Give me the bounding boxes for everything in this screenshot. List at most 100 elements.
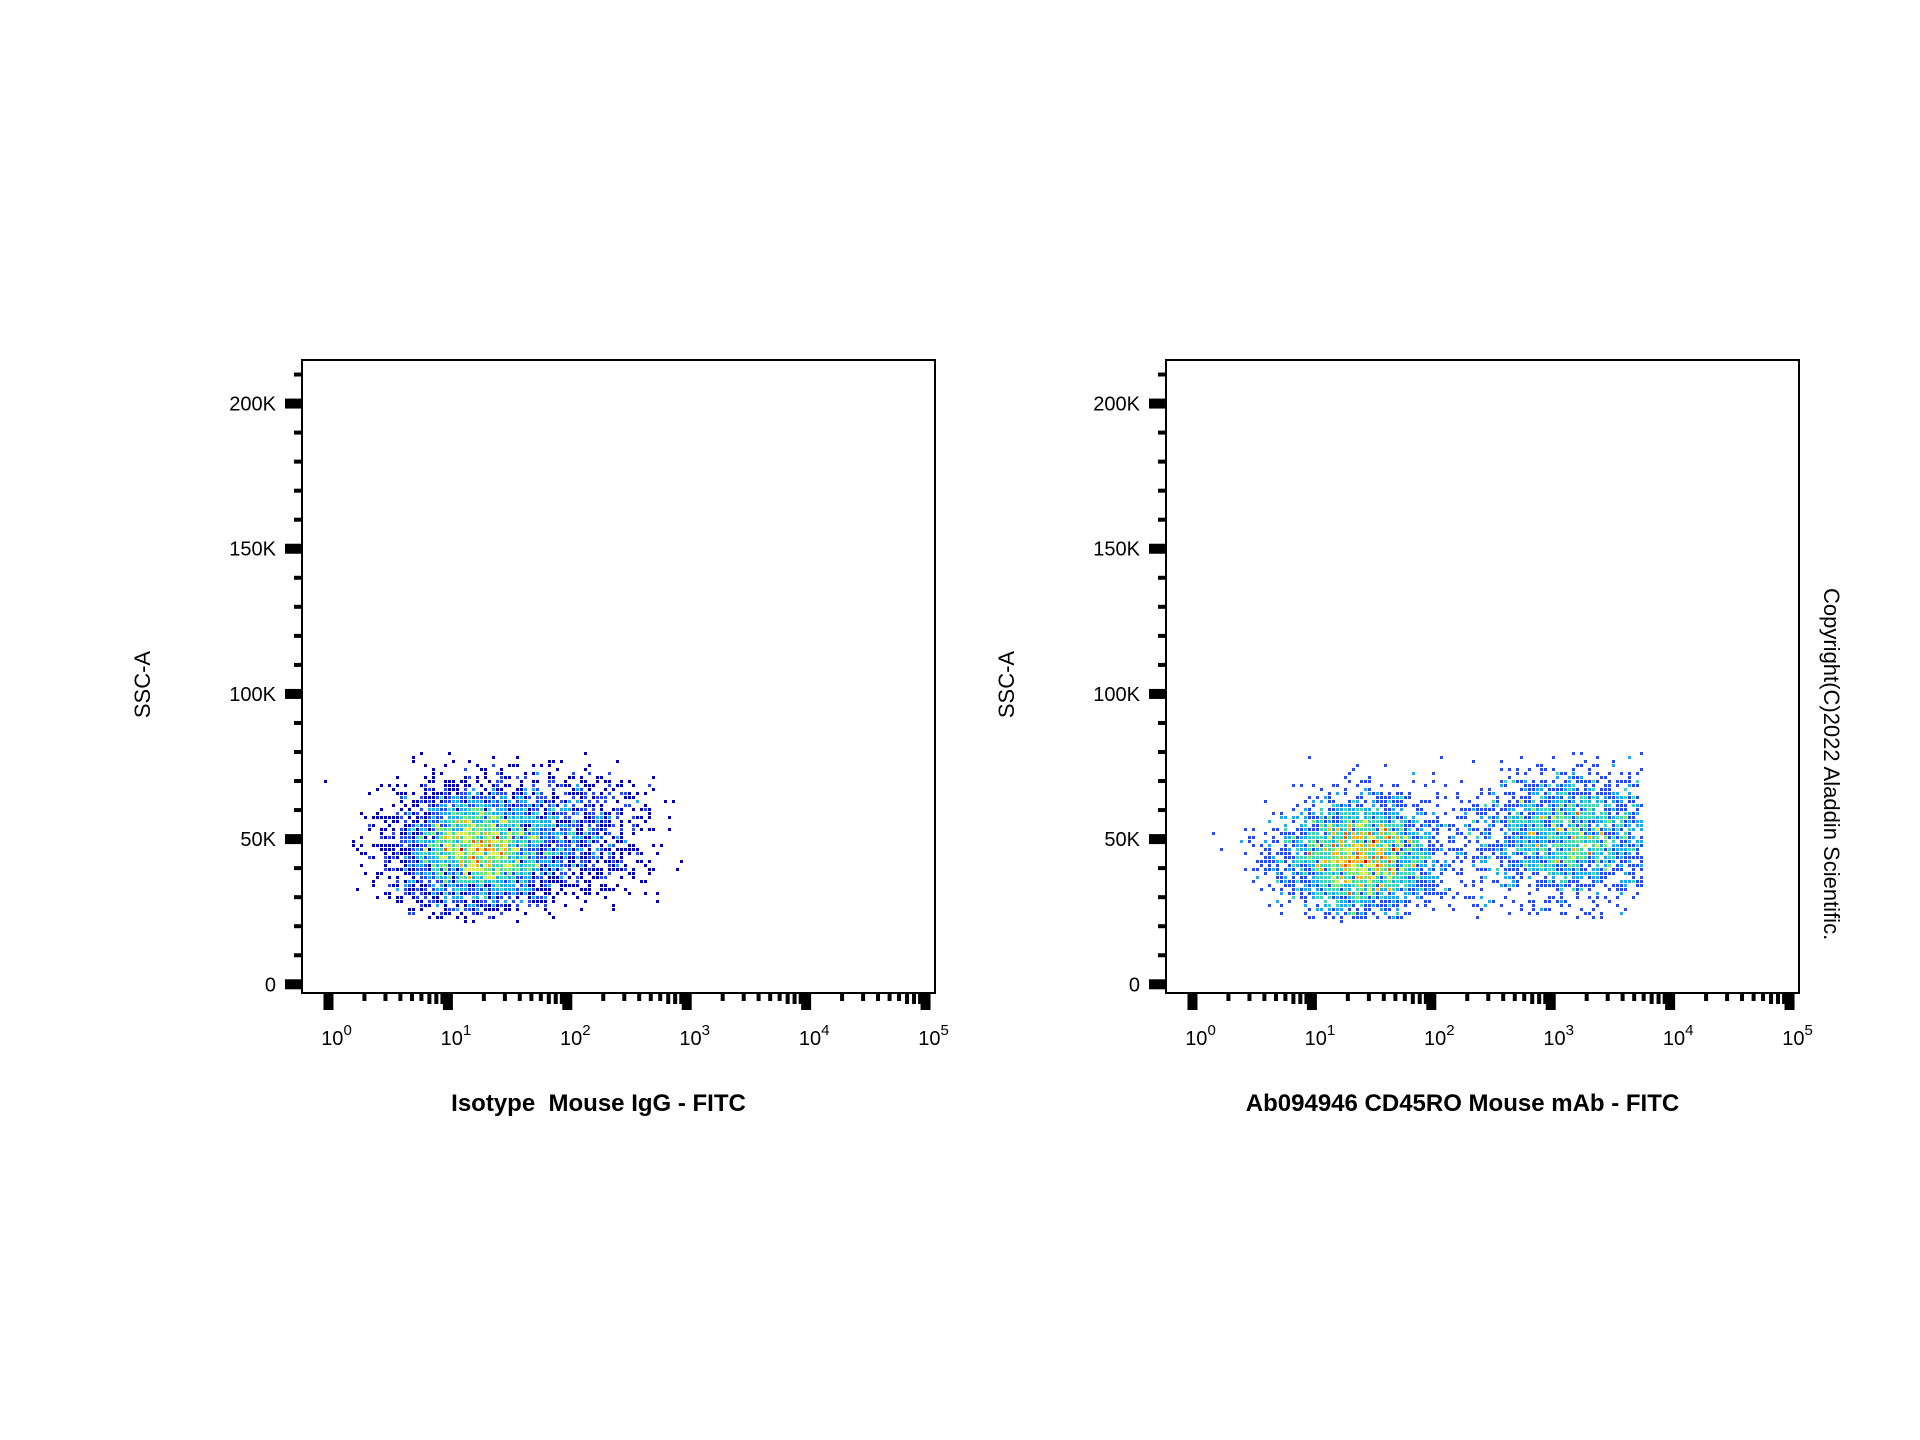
scatter-point bbox=[456, 788, 459, 791]
scatter-point bbox=[580, 836, 583, 839]
scatter-point bbox=[1572, 848, 1575, 851]
scatter-point bbox=[1420, 876, 1423, 879]
scatter-point bbox=[596, 828, 599, 831]
scatter-point bbox=[1304, 872, 1307, 875]
scatter-point bbox=[500, 768, 503, 771]
scatter-point bbox=[632, 816, 635, 819]
scatter-point bbox=[1360, 896, 1363, 899]
scatter-point bbox=[424, 788, 427, 791]
scatter-point bbox=[484, 856, 487, 859]
scatter-point bbox=[492, 804, 495, 807]
scatter-point bbox=[1592, 836, 1595, 839]
scatter-point bbox=[1524, 856, 1527, 859]
scatter-point bbox=[412, 820, 415, 823]
scatter-point bbox=[1352, 816, 1355, 819]
scatter-point bbox=[1592, 828, 1595, 831]
scatter-point bbox=[360, 852, 363, 855]
scatter-point bbox=[532, 832, 535, 835]
scatter-point bbox=[1476, 804, 1479, 807]
scatter-point bbox=[1636, 812, 1639, 815]
scatter-point bbox=[1512, 900, 1515, 903]
scatter-point bbox=[1320, 788, 1323, 791]
scatter-point bbox=[544, 908, 547, 911]
scatter-point bbox=[544, 868, 547, 871]
scatter-point bbox=[1220, 848, 1223, 851]
scatter-point bbox=[1284, 832, 1287, 835]
scatter-point bbox=[484, 864, 487, 867]
scatter-point bbox=[1352, 884, 1355, 887]
scatter-point bbox=[1516, 836, 1519, 839]
scatter-point bbox=[404, 792, 407, 795]
scatter-point bbox=[1300, 856, 1303, 859]
scatter-point bbox=[540, 864, 543, 867]
scatter-point bbox=[1516, 852, 1519, 855]
scatter-point bbox=[412, 892, 415, 895]
scatter-point bbox=[1360, 904, 1363, 907]
scatter-point bbox=[1384, 884, 1387, 887]
scatter-point bbox=[1380, 816, 1383, 819]
scatter-point bbox=[1316, 828, 1319, 831]
scatter-point bbox=[596, 776, 599, 779]
scatter-point bbox=[472, 800, 475, 803]
scatter-point bbox=[536, 828, 539, 831]
scatter-point bbox=[568, 820, 571, 823]
scatter-point bbox=[592, 864, 595, 867]
scatter-point bbox=[1408, 900, 1411, 903]
scatter-point bbox=[568, 884, 571, 887]
scatter-point bbox=[1496, 872, 1499, 875]
scatter-point bbox=[520, 812, 523, 815]
scatter-point bbox=[568, 792, 571, 795]
scatter-point bbox=[476, 808, 479, 811]
scatter-point bbox=[1408, 880, 1411, 883]
scatter-point bbox=[1328, 908, 1331, 911]
scatter-point bbox=[1424, 864, 1427, 867]
x-minor-tick bbox=[648, 993, 653, 1001]
scatter-point bbox=[1320, 868, 1323, 871]
scatter-point bbox=[1368, 792, 1371, 795]
scatter-point bbox=[1636, 864, 1639, 867]
scatter-point bbox=[1280, 832, 1283, 835]
scatter-point bbox=[1316, 836, 1319, 839]
scatter-point bbox=[1272, 836, 1275, 839]
scatter-point bbox=[632, 872, 635, 875]
scatter-point bbox=[620, 824, 623, 827]
scatter-point bbox=[1536, 880, 1539, 883]
scatter-point bbox=[1584, 792, 1587, 795]
scatter-point bbox=[568, 876, 571, 879]
scatter-point bbox=[552, 828, 555, 831]
scatter-point bbox=[504, 792, 507, 795]
scatter-point bbox=[1324, 816, 1327, 819]
scatter-point bbox=[1440, 880, 1443, 883]
x-minor-tick bbox=[1512, 993, 1517, 1001]
scatter-point bbox=[660, 844, 663, 847]
scatter-point bbox=[1584, 808, 1587, 811]
scatter-point bbox=[1360, 828, 1363, 831]
scatter-point bbox=[1496, 820, 1499, 823]
scatter-point bbox=[448, 892, 451, 895]
scatter-point bbox=[1296, 828, 1299, 831]
scatter-point bbox=[1484, 868, 1487, 871]
scatter-point bbox=[1604, 864, 1607, 867]
scatter-point bbox=[1352, 864, 1355, 867]
scatter-point bbox=[1592, 820, 1595, 823]
scatter-point bbox=[1604, 828, 1607, 831]
scatter-point bbox=[1588, 848, 1591, 851]
scatter-point bbox=[1404, 796, 1407, 799]
scatter-point bbox=[1252, 880, 1255, 883]
scatter-point bbox=[476, 840, 479, 843]
scatter-point bbox=[1388, 832, 1391, 835]
scatter-point bbox=[1496, 880, 1499, 883]
scatter-point bbox=[1328, 892, 1331, 895]
scatter-point bbox=[432, 832, 435, 835]
scatter-point bbox=[1536, 784, 1539, 787]
scatter-point bbox=[380, 784, 383, 787]
scatter-point bbox=[1568, 832, 1571, 835]
scatter-point bbox=[480, 808, 483, 811]
scatter-point bbox=[1572, 808, 1575, 811]
scatter-point bbox=[432, 896, 435, 899]
scatter-point bbox=[1564, 900, 1567, 903]
scatter-point bbox=[1328, 864, 1331, 867]
scatter-point bbox=[1636, 848, 1639, 851]
scatter-point bbox=[1472, 760, 1475, 763]
scatter-point bbox=[464, 840, 467, 843]
